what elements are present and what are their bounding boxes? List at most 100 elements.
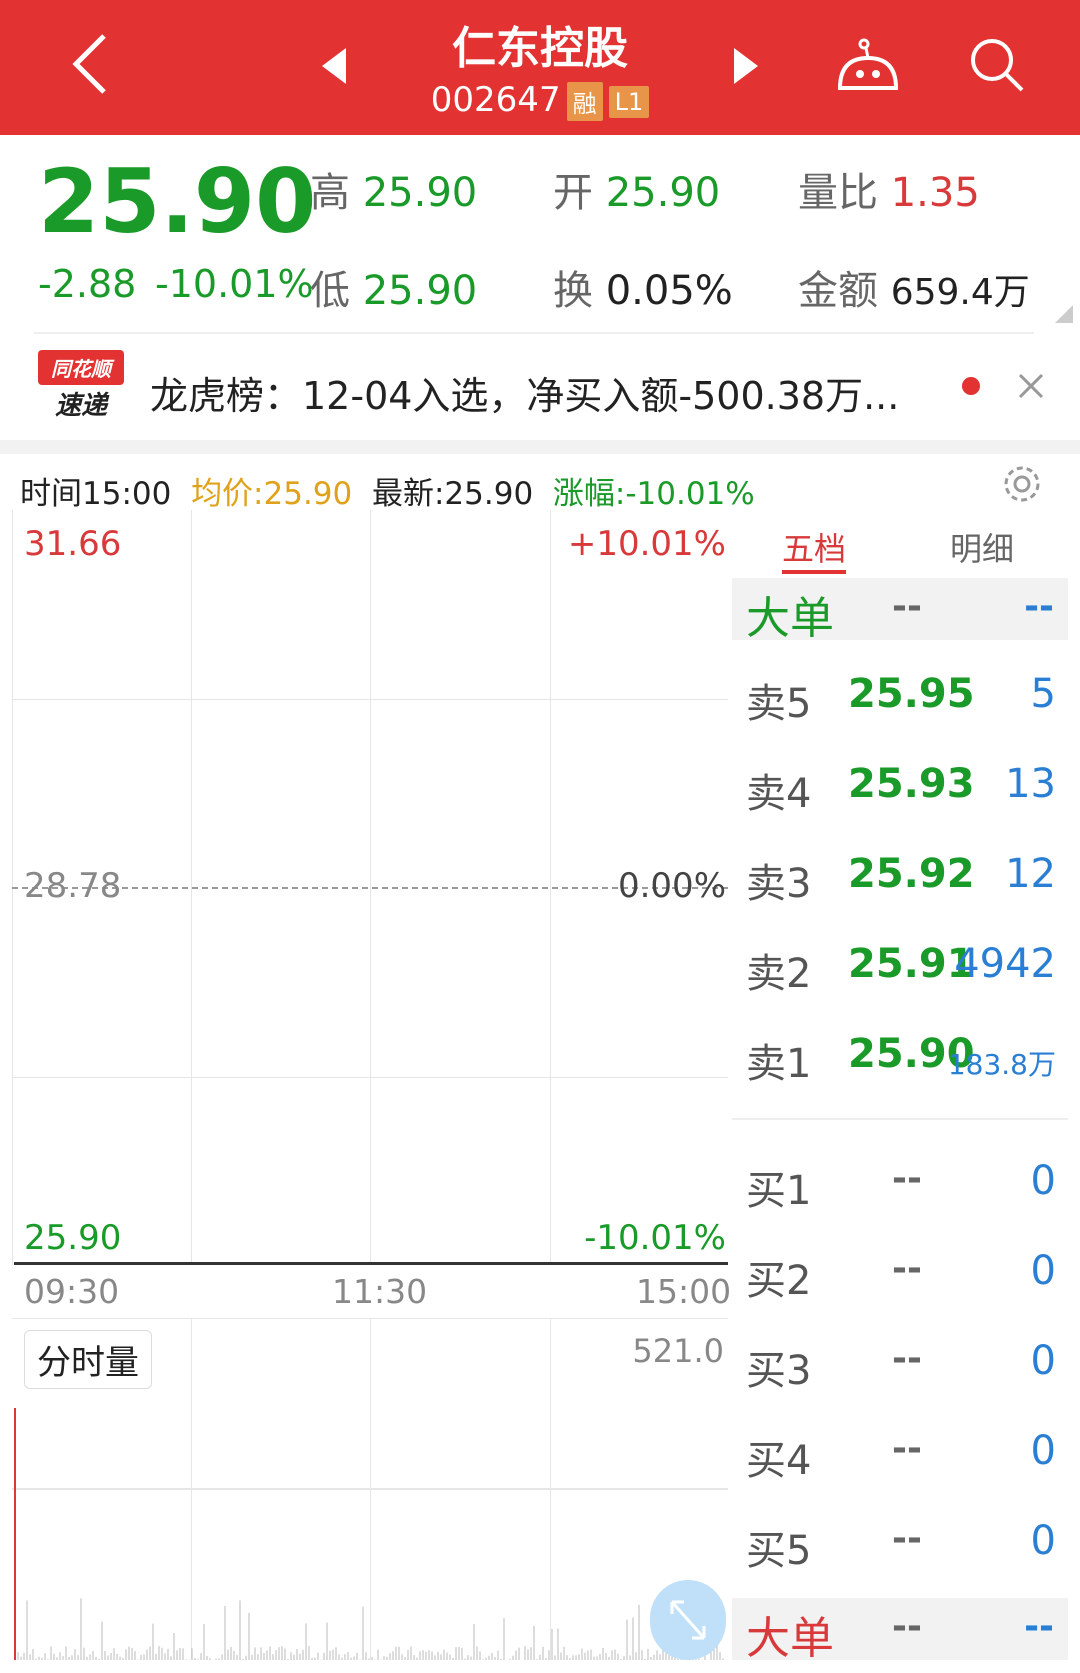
- level-label: 买1: [746, 1168, 812, 1214]
- level-price: --: [892, 1518, 922, 1559]
- ths-logo: 同花顺 速递: [38, 350, 124, 424]
- level-price: 25.95: [848, 671, 975, 717]
- bid-row[interactable]: 买3 -- 0: [732, 1332, 1068, 1402]
- stock-name: 仁东控股: [452, 23, 628, 74]
- next-stock-icon[interactable]: [730, 46, 760, 86]
- order-book: 五档 明细 大单 -- -- 卖5 25.95 5 卖4 25.93 13 卖3 25.92 1…: [732, 510, 1068, 1664]
- level-price: --: [892, 1158, 922, 1199]
- pct-axis-bottom: -10.01%: [584, 1218, 726, 1258]
- level-volume: 0: [1030, 1158, 1056, 1204]
- pct-axis-mid: 0.00%: [617, 866, 726, 906]
- level-tag: L1: [608, 85, 650, 118]
- close-icon[interactable]: [1018, 373, 1044, 399]
- news-text[interactable]: 龙虎榜：12-04入选，净买入额-500.38万...: [150, 374, 900, 418]
- ask-row[interactable]: 卖1 25.90 183.8万: [732, 1025, 1068, 1095]
- current-price: 25.90: [38, 150, 317, 253]
- intraday-chart[interactable]: 31.66 28.78 25.90 +10.01% 0.00% -10.01%: [12, 510, 728, 1265]
- settings-gear-icon[interactable]: [1000, 462, 1044, 506]
- level-label: 卖5: [746, 681, 812, 727]
- low-value: 25.90: [362, 268, 478, 314]
- stock-code-row: 002647 融 L1: [0, 80, 1080, 121]
- search-icon[interactable]: [968, 36, 1028, 96]
- volume-ratio-label: 量比: [798, 170, 878, 216]
- section-gap: [0, 440, 1080, 454]
- bid-row[interactable]: 买4 -- 0: [732, 1422, 1068, 1492]
- amount-label: 金额: [798, 268, 878, 314]
- volume-max: 521.0: [632, 1332, 724, 1370]
- prev-stock-icon[interactable]: [320, 46, 350, 86]
- y-axis-mid: 28.78: [24, 866, 122, 906]
- volume-chart[interactable]: 分时量 521.0: [12, 1318, 728, 1660]
- x-label-mid: 11:30: [332, 1272, 428, 1311]
- ask-row[interactable]: 卖5 25.95 5: [732, 665, 1068, 735]
- level-label: 卖2: [746, 951, 812, 997]
- prev-close-line: [12, 887, 728, 889]
- y-axis-top: 31.66: [24, 524, 122, 564]
- bid-row[interactable]: 买5 -- 0: [732, 1512, 1068, 1582]
- big-order-row-bottom: 大单 -- --: [732, 1598, 1068, 1664]
- level-volume: 183.8万: [947, 1048, 1056, 1081]
- x-label-close: 15:00: [636, 1272, 732, 1311]
- low-label: 低: [310, 268, 350, 314]
- margin-tag: 融: [566, 82, 603, 121]
- ask-row[interactable]: 卖3 25.92 12: [732, 845, 1068, 915]
- expand-corner-icon[interactable]: [1055, 305, 1073, 323]
- level-volume: 5: [1030, 671, 1056, 717]
- level-label: 买2: [746, 1258, 812, 1304]
- x-label-open: 09:30: [24, 1272, 120, 1311]
- stock-code: 002647: [430, 80, 561, 120]
- tab-details[interactable]: 明细: [950, 530, 1015, 568]
- header: 仁东控股 002647 融 L1: [0, 0, 1080, 135]
- tab-five-levels[interactable]: 五档: [782, 530, 847, 568]
- high-label: 高: [310, 170, 350, 216]
- robot-icon[interactable]: [836, 38, 900, 98]
- level-label: 卖4: [746, 771, 812, 817]
- expand-arrows-icon: [670, 1600, 706, 1640]
- turnover-label: 换: [553, 268, 593, 314]
- open-value: 25.90: [605, 170, 721, 216]
- level-volume: 0: [1030, 1338, 1056, 1384]
- y-axis-bottom: 25.90: [24, 1218, 122, 1258]
- level-label: 买3: [746, 1348, 812, 1394]
- level-price: 25.92: [848, 851, 975, 897]
- level-label: 卖3: [746, 861, 812, 907]
- bid-row[interactable]: 买1 -- 0: [732, 1152, 1068, 1222]
- volume-label-button[interactable]: 分时量: [24, 1330, 152, 1389]
- active-tab-indicator: [782, 570, 846, 574]
- level-volume: 12: [1005, 851, 1056, 897]
- level-volume: 13: [1005, 761, 1056, 807]
- open-label: 开: [553, 170, 593, 216]
- amount-value: 659.4万: [890, 272, 1030, 313]
- level-volume: 0: [1030, 1428, 1056, 1474]
- price-change-pct: -10.01%: [155, 262, 314, 306]
- unread-dot: [962, 377, 980, 395]
- info-latest: 最新:25.90: [371, 476, 534, 512]
- pct-axis-top: +10.01%: [567, 524, 726, 564]
- level-volume: 4942: [954, 941, 1056, 987]
- level-volume: 0: [1030, 1248, 1056, 1294]
- level-label: 卖1: [746, 1041, 812, 1087]
- high-value: 25.90: [362, 170, 478, 216]
- level-price: 25.91: [848, 941, 975, 987]
- level-price: --: [892, 1428, 922, 1469]
- level-label: 买4: [746, 1438, 812, 1484]
- level-label: 买5: [746, 1528, 812, 1574]
- price-line: [14, 1262, 728, 1265]
- big-order-row-top: 大单 -- --: [732, 578, 1068, 644]
- back-icon[interactable]: [70, 32, 110, 96]
- price-change: -2.88: [38, 262, 137, 306]
- level-volume: 0: [1030, 1518, 1056, 1564]
- info-avg: 均价:25.90: [191, 476, 353, 512]
- turnover-value: 0.05%: [605, 268, 733, 314]
- info-change: 涨幅:-10.01%: [552, 476, 755, 512]
- ask-row[interactable]: 卖2 25.91 4942: [732, 935, 1068, 1005]
- info-bar: 时间15:00 均价:25.90 最新:25.90 涨幅:-10.01%: [20, 468, 755, 513]
- info-time: 时间15:00: [20, 476, 172, 512]
- divider: [34, 332, 1034, 334]
- fullscreen-button[interactable]: [650, 1580, 726, 1660]
- news-banner[interactable]: 同花顺 速递 龙虎榜：12-04入选，净买入额-500.38万...: [0, 335, 1080, 435]
- level-price: --: [892, 1248, 922, 1289]
- ask-row[interactable]: 卖4 25.93 13: [732, 755, 1068, 825]
- bid-row[interactable]: 买2 -- 0: [732, 1242, 1068, 1312]
- volume-ratio-value: 1.35: [890, 170, 980, 216]
